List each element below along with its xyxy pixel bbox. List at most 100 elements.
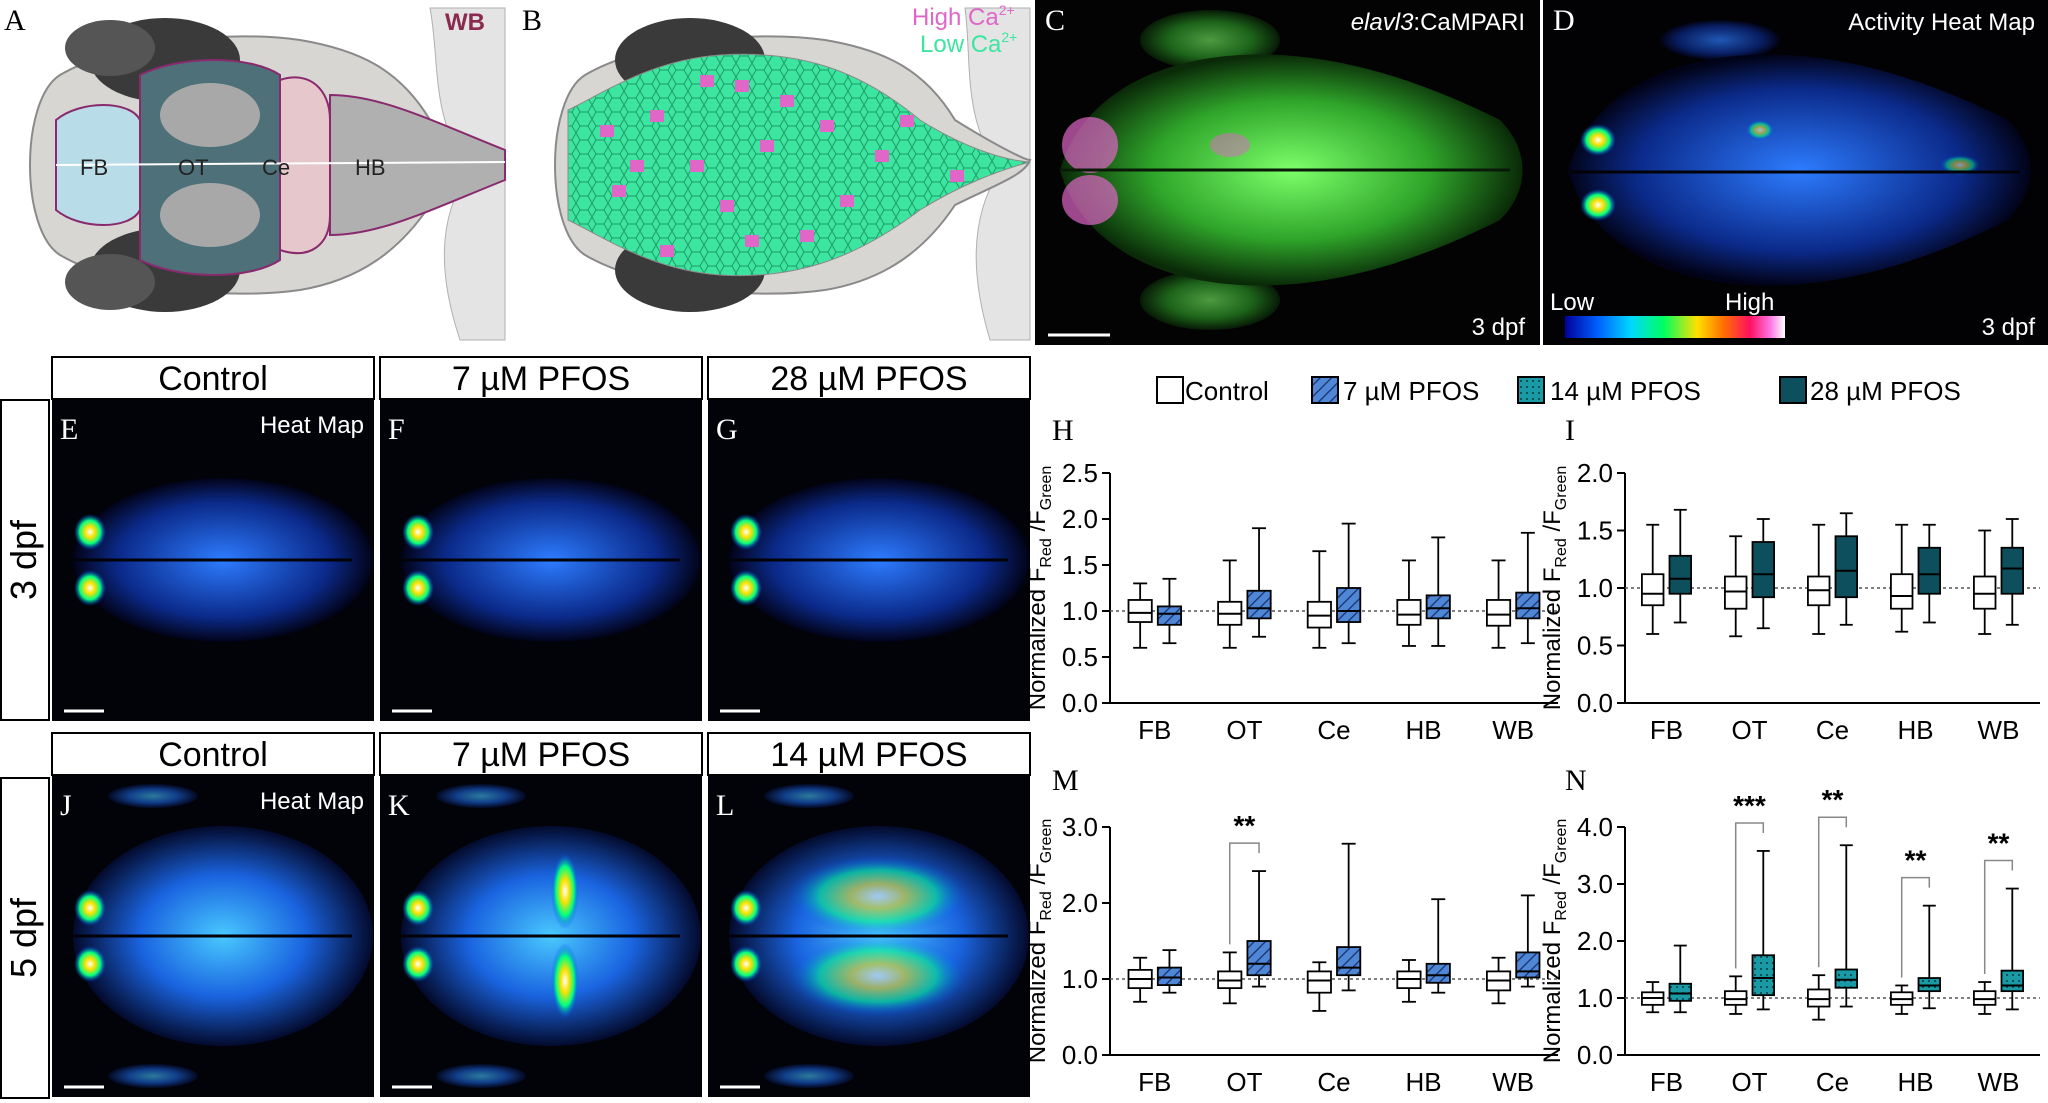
box-n-ot-1 bbox=[1751, 850, 1775, 1011]
box-n-ot-0 bbox=[1724, 975, 1748, 1015]
y-tick-label: 0.5 bbox=[1577, 631, 1613, 661]
y-tick-label: 3.0 bbox=[1577, 869, 1613, 899]
letter-g: G bbox=[716, 413, 738, 446]
label-hb: HB bbox=[355, 155, 386, 180]
letter-m: M bbox=[1052, 764, 1079, 797]
y-tick-label: 4.0 bbox=[1577, 812, 1613, 842]
x-tick-label: Ce bbox=[1816, 715, 1849, 745]
row-label-5dpf: 5 dpf bbox=[3, 897, 44, 978]
row-labels: 3 dpf 5 dpf bbox=[0, 399, 50, 1099]
box-m-ce-0 bbox=[1306, 961, 1332, 1012]
significance-label: ** bbox=[1905, 845, 1927, 876]
legend-swatch-14 bbox=[1517, 376, 1545, 404]
significance-hb: ** bbox=[1900, 845, 1931, 978]
x-tick-label: HB bbox=[1897, 715, 1933, 745]
box-i-ce-0 bbox=[1807, 523, 1831, 635]
y-tick-label: 3.0 bbox=[1062, 812, 1098, 842]
heat-map-label: Heat Map bbox=[260, 788, 364, 815]
letter-a: A bbox=[4, 4, 26, 37]
y-tick-label: 1.5 bbox=[1062, 550, 1098, 580]
significance-label: ** bbox=[1988, 828, 2010, 859]
y-tick-label: 2.0 bbox=[1062, 888, 1098, 918]
significance-ot: *** bbox=[1733, 790, 1766, 969]
box-h-hb-0 bbox=[1396, 559, 1422, 647]
significance-wb: ** bbox=[1983, 828, 2014, 975]
x-tick-label: HB bbox=[1406, 715, 1442, 745]
label-ot: OT bbox=[178, 155, 209, 180]
significance-ce: ** bbox=[1817, 784, 1848, 968]
label-fb: FB bbox=[80, 155, 108, 180]
y-tick-label: 2.0 bbox=[1577, 458, 1613, 488]
box-m-wb-1 bbox=[1515, 894, 1541, 988]
panel-header-j: Control bbox=[158, 736, 268, 774]
legend-low: Low Ca2+ bbox=[920, 29, 1017, 58]
box-i-ce-1 bbox=[1834, 512, 1858, 626]
letter-l: L bbox=[716, 789, 734, 822]
x-tick-label: Ce bbox=[1816, 1067, 1849, 1097]
box-m-ce-1 bbox=[1336, 842, 1362, 992]
y-tick-label: 1.0 bbox=[1577, 573, 1613, 603]
x-tick-label: FB bbox=[1650, 1067, 1683, 1097]
hex-brain bbox=[567, 53, 1031, 277]
y-tick-label: 0.0 bbox=[1577, 1040, 1613, 1070]
letter-c: C bbox=[1045, 4, 1065, 37]
panel-header-k: 7 µM PFOS bbox=[452, 736, 630, 774]
letter-n: N bbox=[1565, 764, 1587, 797]
letter-e: E bbox=[60, 413, 78, 446]
legend-7: 7 µM PFOS bbox=[1343, 376, 1479, 406]
legend-swatch-7 bbox=[1311, 376, 1339, 404]
image-panels: Control E Heat Map 7 µM PFOS F 28 µM PFOS G Con… bbox=[51, 356, 1031, 1097]
box-h-ce-1 bbox=[1336, 522, 1362, 645]
heat-map-label: Heat Map bbox=[260, 412, 364, 439]
x-tick-label: WB bbox=[1492, 1067, 1534, 1097]
x-tick-label: OT bbox=[1226, 715, 1262, 745]
box-i-fb-0 bbox=[1641, 523, 1665, 635]
letter-i: I bbox=[1565, 414, 1575, 447]
box-h-hb-1 bbox=[1425, 536, 1451, 647]
significance-label: ** bbox=[1234, 810, 1256, 841]
legend-swatch-control bbox=[1156, 376, 1184, 404]
y-tick-label: 1.0 bbox=[1577, 983, 1613, 1013]
legend-28: 28 µM PFOS bbox=[1810, 376, 1961, 406]
age-d: 3 dpf bbox=[1982, 314, 2036, 341]
image-panel-g: 28 µM PFOS G bbox=[707, 356, 1031, 721]
panel-c: elavl3:CaMPARI C 3 dpf bbox=[1035, 0, 1540, 345]
box-m-hb-1 bbox=[1425, 898, 1451, 994]
box-n-hb-0 bbox=[1890, 984, 1914, 1015]
letter-d: D bbox=[1553, 4, 1575, 37]
legend-14: 14 µM PFOS bbox=[1550, 376, 1701, 406]
y-tick-label: 2.5 bbox=[1062, 458, 1098, 488]
box-i-hb-1 bbox=[1917, 523, 1941, 624]
x-tick-label: WB bbox=[1492, 715, 1534, 745]
y-tick-label: 0.0 bbox=[1062, 688, 1098, 718]
box-n-ce-1 bbox=[1834, 844, 1858, 1008]
letter-h: H bbox=[1052, 414, 1074, 447]
box-h-fb-1 bbox=[1156, 577, 1182, 645]
x-tick-label: OT bbox=[1731, 715, 1767, 745]
y-tick-label: 1.5 bbox=[1577, 516, 1613, 546]
x-tick-label: Ce bbox=[1317, 715, 1350, 745]
box-n-fb-1 bbox=[1668, 944, 1692, 1014]
x-tick-label: WB bbox=[1978, 715, 2020, 745]
age-c: 3 dpf bbox=[1472, 314, 1526, 341]
y-tick-label: 2.0 bbox=[1062, 504, 1098, 534]
y-tick-label: 1.0 bbox=[1062, 964, 1098, 994]
box-i-wb-0 bbox=[1973, 529, 1997, 635]
y-axis-label: Normalized FRed /FGreen bbox=[1024, 466, 1055, 711]
box-i-wb-1 bbox=[2000, 518, 2024, 626]
legend-high: High Ca2+ bbox=[912, 2, 1015, 31]
y-axis-label: Normalized FRed /FGreen bbox=[1539, 466, 1570, 711]
box-m-ot-0 bbox=[1217, 951, 1243, 1005]
box-i-fb-1 bbox=[1668, 508, 1692, 624]
heatmap-title: Activity Heat Map bbox=[1848, 9, 2035, 36]
box-m-hb-0 bbox=[1396, 959, 1422, 1003]
image-panel-e: Control E Heat Map bbox=[51, 356, 375, 721]
row-label-3dpf: 3 dpf bbox=[3, 519, 44, 600]
letter-b: B bbox=[522, 4, 542, 37]
image-panel-j: Control J Heat Map bbox=[51, 732, 375, 1097]
